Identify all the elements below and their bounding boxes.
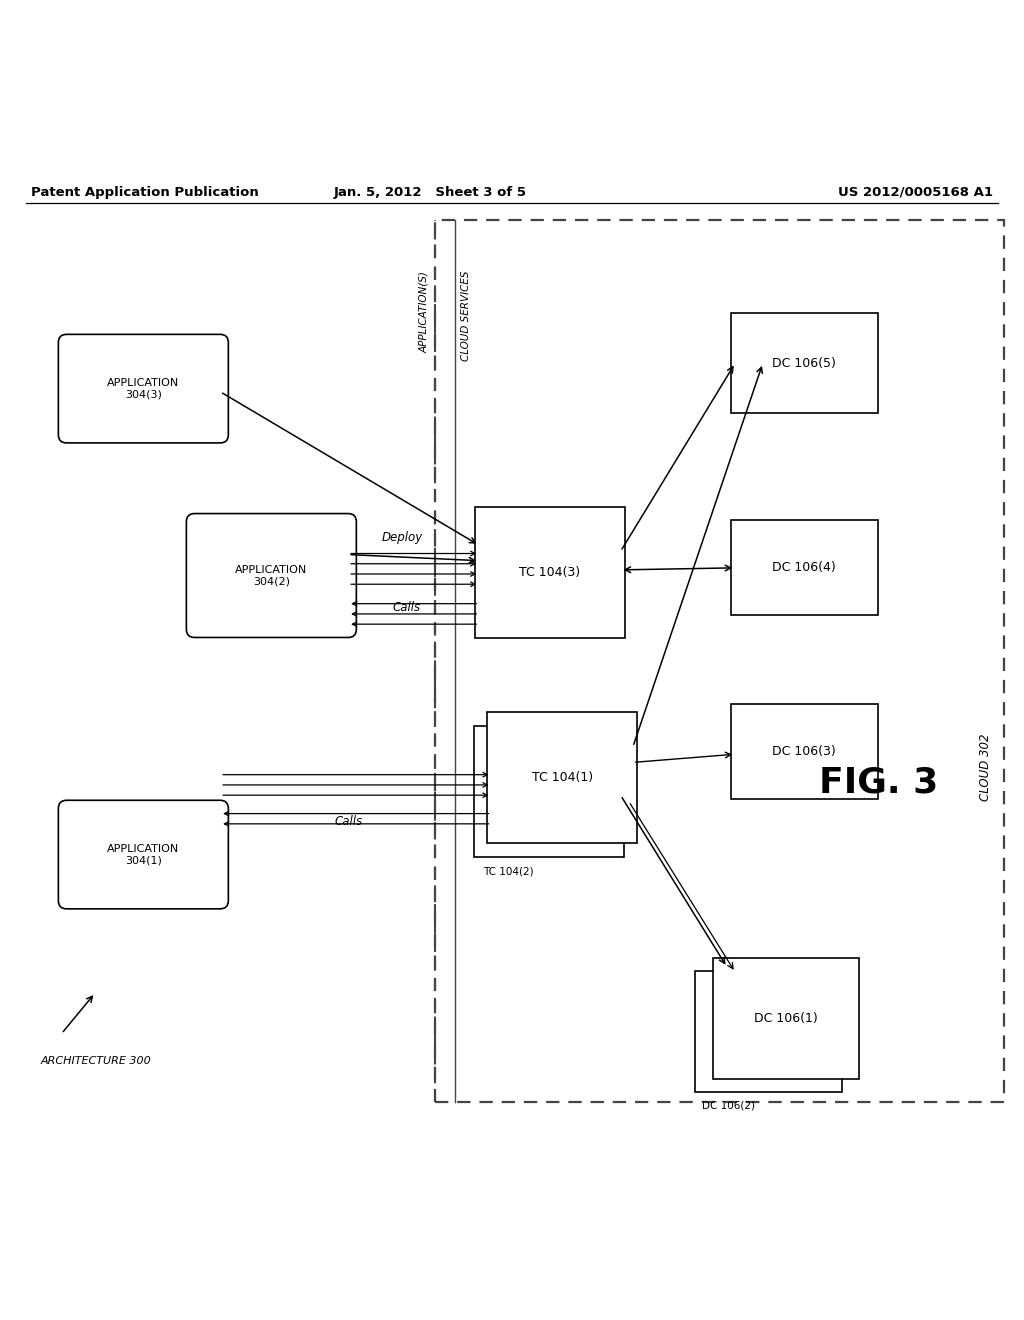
Text: FIG. 3: FIG. 3 bbox=[819, 766, 938, 800]
Text: APPLICATION
304(2): APPLICATION 304(2) bbox=[236, 565, 307, 586]
FancyBboxPatch shape bbox=[474, 726, 624, 857]
Text: Jan. 5, 2012   Sheet 3 of 5: Jan. 5, 2012 Sheet 3 of 5 bbox=[334, 186, 526, 198]
FancyBboxPatch shape bbox=[58, 334, 228, 444]
FancyBboxPatch shape bbox=[731, 313, 878, 413]
FancyBboxPatch shape bbox=[186, 513, 356, 638]
Text: US 2012/0005168 A1: US 2012/0005168 A1 bbox=[839, 186, 993, 198]
Text: TC 104(3): TC 104(3) bbox=[519, 566, 581, 579]
FancyBboxPatch shape bbox=[713, 958, 859, 1078]
FancyBboxPatch shape bbox=[487, 713, 637, 843]
Text: CLOUD 302: CLOUD 302 bbox=[979, 733, 991, 801]
Text: DC 106(1): DC 106(1) bbox=[754, 1012, 818, 1024]
Text: Deploy: Deploy bbox=[382, 531, 423, 544]
Text: TC 104(1): TC 104(1) bbox=[531, 771, 593, 784]
Text: Patent Application Publication: Patent Application Publication bbox=[31, 186, 258, 198]
Text: APPLICATION
304(1): APPLICATION 304(1) bbox=[108, 843, 179, 866]
FancyBboxPatch shape bbox=[731, 704, 878, 800]
Text: DC 106(2): DC 106(2) bbox=[702, 1101, 756, 1110]
FancyBboxPatch shape bbox=[58, 800, 228, 909]
Text: APPLICATION(S): APPLICATION(S) bbox=[419, 271, 429, 352]
Text: CLOUD SERVICES: CLOUD SERVICES bbox=[461, 271, 471, 362]
Text: DC 106(5): DC 106(5) bbox=[772, 356, 837, 370]
Text: TC 104(2): TC 104(2) bbox=[483, 867, 534, 876]
FancyBboxPatch shape bbox=[475, 507, 625, 639]
Text: Calls: Calls bbox=[392, 602, 421, 614]
FancyBboxPatch shape bbox=[731, 520, 878, 615]
Text: ARCHITECTURE 300: ARCHITECTURE 300 bbox=[41, 1056, 152, 1067]
Text: DC 106(3): DC 106(3) bbox=[772, 746, 837, 758]
Text: DC 106(4): DC 106(4) bbox=[772, 561, 837, 574]
Text: Calls: Calls bbox=[334, 816, 362, 828]
FancyBboxPatch shape bbox=[695, 972, 842, 1092]
Text: APPLICATION
304(3): APPLICATION 304(3) bbox=[108, 378, 179, 400]
